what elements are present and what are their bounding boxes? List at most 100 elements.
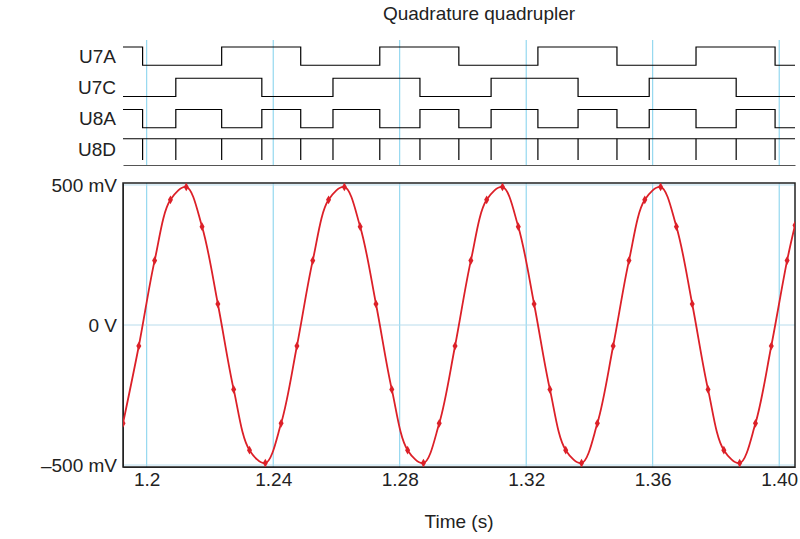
marker: [626, 256, 631, 265]
impulse: [736, 139, 737, 160]
logic-trace: [123, 110, 795, 128]
tick: 1.24: [255, 467, 292, 490]
tick: 500 mV: [52, 175, 123, 196]
marker: [405, 446, 410, 455]
tick: 1.2: [134, 467, 160, 490]
trace-label: U7C: [78, 77, 116, 98]
chart: Quadrature quadrupler U7A U7C U8A U8D 1.2 1.24…: [0, 0, 800, 539]
impulse: [300, 139, 301, 160]
marker: [532, 300, 537, 309]
tick: 1.40: [761, 467, 798, 490]
x-axis-title: Time (s): [425, 511, 494, 532]
axis-line: [124, 165, 796, 166]
trace-label: U7A: [79, 46, 116, 67]
grid-line: [123, 465, 795, 466]
marker: [342, 183, 347, 191]
impulse: [577, 139, 578, 160]
impulse: [649, 139, 650, 160]
impulse: [774, 139, 775, 160]
trace-label: U8A: [79, 108, 116, 129]
impulse: [332, 139, 333, 160]
tick-label: 1.24: [255, 469, 292, 490]
marker: [706, 385, 711, 394]
marker: [500, 183, 505, 191]
impulse: [695, 139, 696, 160]
grid-line: [123, 184, 795, 185]
series: [123, 183, 795, 467]
impulse: [458, 139, 459, 160]
impulse: [142, 139, 143, 160]
impulse: [261, 139, 262, 160]
marker: [310, 256, 315, 265]
impulse: [616, 139, 617, 160]
tick-label: 1.32: [508, 469, 545, 490]
marker: [516, 222, 521, 231]
trace-label: U8D: [78, 139, 116, 160]
marker: [358, 222, 363, 231]
grid: [123, 183, 795, 467]
line: [123, 187, 795, 463]
grid-line: [779, 40, 780, 165]
marker: [547, 385, 552, 394]
tick: 1.36: [635, 467, 672, 490]
tick-label: 0 V: [88, 315, 117, 336]
marker: [294, 342, 299, 351]
logic-trace: [123, 47, 795, 65]
grid-line: [652, 40, 653, 165]
title: Quadrature quadrupler: [383, 3, 576, 24]
grid-line: [146, 40, 147, 165]
traces: [123, 47, 795, 160]
marker: [168, 195, 173, 204]
tick: –500 mV: [41, 455, 123, 476]
logic-trace: [123, 78, 795, 96]
impulse: [537, 139, 538, 160]
marker: [785, 256, 790, 265]
marker: [200, 222, 205, 231]
tick-label: –500 mV: [41, 455, 117, 476]
trace-labels: U7A U7C U8A U8D: [78, 46, 116, 161]
marker: [453, 342, 458, 351]
marker: [642, 195, 647, 204]
marker: [769, 342, 774, 351]
tick-label: 1.36: [635, 469, 672, 490]
y-axis: 500 mV 0 V –500 mV: [41, 175, 124, 476]
impulse: [490, 139, 491, 160]
marker: [263, 459, 268, 467]
grid-line: [273, 40, 274, 165]
marker: [421, 459, 426, 467]
impulse: [419, 139, 420, 160]
tick: 1.32: [508, 467, 545, 490]
marker: [690, 300, 695, 309]
tick-label: 1.28: [382, 469, 419, 490]
impulse: [221, 139, 222, 160]
axis-line: [124, 467, 796, 468]
marker: [123, 419, 126, 428]
marker: [247, 446, 252, 455]
marker: [279, 419, 284, 428]
tick: 1.28: [382, 467, 419, 490]
marker: [152, 256, 157, 265]
marker: [468, 256, 473, 265]
marker: [611, 342, 616, 351]
tick-label: 1.2: [134, 469, 160, 490]
marker: [437, 419, 442, 428]
marker: [721, 446, 726, 455]
tick-label: 1.40: [761, 469, 798, 490]
marker: [658, 183, 663, 191]
grid-line: [399, 40, 400, 165]
grid-line: [526, 40, 527, 165]
marker: [579, 459, 584, 467]
tick-label: 500 mV: [52, 175, 118, 196]
marker: [326, 195, 331, 204]
marker: [136, 342, 141, 351]
plot-frame: [123, 183, 795, 467]
impulse: [379, 139, 380, 160]
x-axis: [124, 165, 796, 167]
grid: [147, 40, 779, 165]
marker: [595, 419, 600, 428]
marker: [674, 222, 679, 231]
marker: [563, 446, 568, 455]
marker: [215, 300, 220, 309]
marker: [389, 385, 394, 394]
marker: [792, 221, 795, 230]
